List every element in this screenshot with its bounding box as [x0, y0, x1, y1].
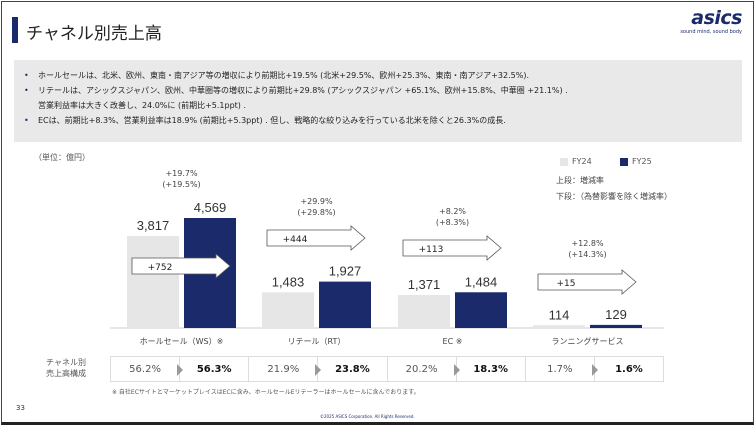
- copyright: ©2025 ASICS Corporation. All Rights Rese…: [320, 414, 415, 419]
- share-label: チャネル別 売上高構成: [46, 358, 86, 378]
- legend-fy24: FY24: [560, 157, 592, 167]
- bar-fy24: [398, 294, 450, 328]
- page-title: チャネル別売上高: [26, 24, 162, 44]
- bar-fy24: [127, 236, 179, 328]
- category-label: ホールセール（WS）※: [140, 337, 224, 346]
- change-label: +444: [283, 235, 308, 245]
- bar-value-label: 1,371: [408, 277, 441, 292]
- share-fy25: 1.6%: [615, 363, 643, 375]
- growth-rate-fx-adjusted: (+8.3%): [436, 218, 469, 227]
- growth-rate: +8.2%: [439, 207, 466, 216]
- bar-fy25: [319, 281, 371, 328]
- legend-note-lower: 下段：（為替影響を除く増減率）: [556, 192, 672, 201]
- change-arrow: [266, 225, 366, 251]
- summary-item: ホールセールは、北米、欧州、東南・南アジア等の増収により前期比+19.5% (北…: [24, 68, 742, 83]
- legend-fy25: FY25: [620, 157, 652, 167]
- change-arrow: [402, 235, 502, 261]
- bar-value-label: 1,927: [329, 264, 362, 279]
- growth-rate-fx-adjusted: (+19.5%): [162, 180, 200, 189]
- asics-logo: asics sound mind, sound body: [680, 8, 742, 35]
- bar-fy25: [590, 324, 642, 328]
- category-label: ランニングサービス: [552, 336, 624, 346]
- share-fy24: 21.9%: [249, 357, 322, 381]
- slide-frame: [1, 1, 754, 425]
- share-fy24: 20.2%: [388, 357, 460, 381]
- unit-label: （単位：億円）: [34, 153, 90, 162]
- share-fy24: 56.2%: [111, 357, 184, 381]
- summary-item: ECは、前期比+8.3%、営業利益率は18.9% (前期比+5.3ppt) . …: [24, 113, 742, 128]
- growth-rate-fx-adjusted: (+14.3%): [568, 250, 606, 259]
- category-label: EC ※: [443, 337, 463, 346]
- category-label: リテール（RT）: [288, 337, 346, 346]
- legend-swatch: [620, 158, 628, 166]
- share-fy25: 23.8%: [318, 357, 388, 381]
- footnote: ※ 自社ECサイトとマーケットプレイスはECに含み、ホールセールEリテーラーはホ…: [112, 389, 420, 396]
- share-table: 56.2% 56.3% 21.9% 23.8% 20.2% 18.3% 1.7%…: [110, 356, 664, 382]
- growth-rate: +29.9%: [300, 197, 333, 206]
- bar-value-label: 4,569: [194, 200, 227, 215]
- change-arrow: [537, 269, 637, 295]
- bar-fy24: [533, 325, 585, 328]
- bar-fy25: [455, 292, 507, 328]
- legend-note-upper: 上段：増減率: [556, 176, 604, 185]
- bar-value-label: 129: [605, 307, 627, 322]
- bar-fy24: [262, 292, 314, 328]
- bar-value-label: 3,817: [137, 218, 170, 233]
- share-fy24: 1.7%: [526, 357, 599, 381]
- bar-value-label: 1,484: [465, 274, 498, 289]
- change-arrow: [131, 253, 231, 279]
- change-label: +752: [148, 263, 173, 273]
- title-accent-bar: [12, 17, 18, 43]
- page-number: 33: [16, 404, 25, 412]
- growth-rate: +19.7%: [165, 169, 198, 178]
- summary-item-continued: 営業利益率は大きく改善し、24.0%に (前期比+5.1ppt) .: [38, 101, 247, 110]
- change-label: +15: [557, 279, 576, 289]
- bar-value-label: 1,483: [272, 274, 305, 289]
- change-label: +113: [419, 245, 444, 255]
- summary-item: リテールは、アシックスジャパン、欧州、中華圏等の増収により前期比+29.8% (…: [24, 83, 742, 98]
- summary-box: ホールセールは、北米、欧州、東南・南アジア等の増収により前期比+19.5% (北…: [14, 60, 742, 142]
- legend-swatch: [560, 158, 568, 166]
- logo-tagline: sound mind, sound body: [680, 29, 742, 35]
- logo-word: asics: [691, 7, 742, 29]
- share-fy25: 18.3%: [457, 357, 526, 381]
- growth-rate: +12.8%: [571, 239, 604, 248]
- growth-rate-fx-adjusted: (+29.8%): [297, 208, 335, 217]
- bar-value-label: 114: [549, 307, 570, 322]
- share-fy25: 56.3%: [180, 357, 250, 381]
